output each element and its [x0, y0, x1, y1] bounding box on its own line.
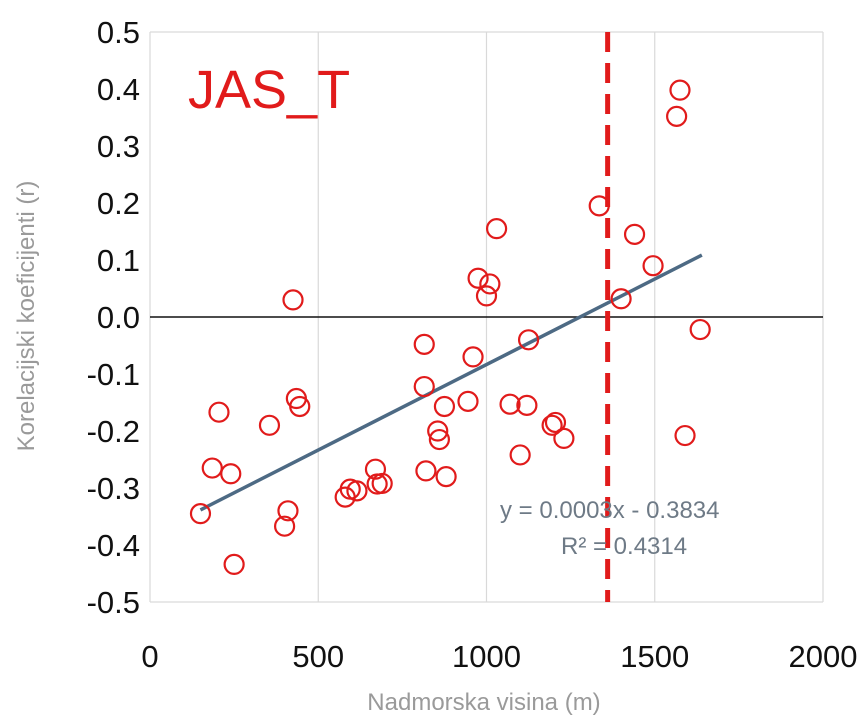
- data-point: [517, 329, 540, 351]
- trend-line: [199, 253, 703, 512]
- data-point: [467, 267, 489, 289]
- data-point: [435, 466, 457, 488]
- data-point: [475, 285, 498, 307]
- data-point: [588, 195, 610, 217]
- x-tick-label: 1000: [452, 639, 521, 674]
- y-axis-title: Korelacijski koeficijenti (r): [13, 181, 40, 452]
- y-tick-label: 0.1: [97, 243, 140, 278]
- data-point: [282, 289, 304, 311]
- data-point: [427, 420, 449, 442]
- data-point: [274, 515, 296, 537]
- y-tick-label: 0.0: [97, 300, 140, 335]
- y-tick-label: 0.5: [97, 15, 140, 50]
- tick-labels: 0.5 0.4 0.3 0.2 0.1 0.0 -0.1 -0.2 -0.3 -0.4 -0.50 5…: [87, 15, 858, 674]
- y-tick-label: 0.2: [97, 186, 140, 221]
- data-point: [346, 480, 368, 502]
- x-tick-label: 1500: [620, 639, 689, 674]
- data-point: [428, 428, 450, 451]
- data-point: [289, 395, 311, 418]
- x-axis-title: Nadmorska visina (m): [367, 689, 600, 716]
- y-tick-label: -0.4: [87, 528, 140, 563]
- data-point: [462, 346, 484, 368]
- data-point: [413, 375, 435, 398]
- data-point: [415, 460, 437, 482]
- data-point: [277, 500, 299, 522]
- trendline-r2: R² = 0.4314: [561, 533, 687, 560]
- data-point: [623, 223, 646, 245]
- data-point: [413, 333, 435, 355]
- data-point: [669, 79, 691, 101]
- data-point: [553, 427, 575, 450]
- y-tick-label: 0.3: [97, 129, 140, 164]
- data-point: [371, 472, 393, 495]
- data-point: [689, 318, 711, 341]
- data-point: [485, 218, 508, 240]
- data-points: [189, 79, 711, 575]
- data-point: [674, 424, 696, 447]
- data-point: [499, 393, 521, 415]
- data-point: [223, 553, 245, 575]
- chart-title: JAS_T: [188, 60, 350, 120]
- data-point: [544, 411, 567, 434]
- x-tick-label: 0: [141, 639, 158, 674]
- data-point: [433, 395, 456, 418]
- data-point: [208, 401, 230, 423]
- data-point: [541, 414, 563, 436]
- x-tick-label: 500: [292, 639, 344, 674]
- data-point: [666, 105, 688, 127]
- data-point: [220, 463, 242, 485]
- y-tick-label: -0.2: [87, 414, 140, 449]
- y-tick-label: -0.1: [87, 357, 140, 392]
- y-tick-label: -0.3: [87, 471, 140, 506]
- x-tick-label: 2000: [789, 639, 858, 674]
- y-tick-label: -0.5: [87, 585, 140, 620]
- data-point: [189, 503, 212, 525]
- y-tick-label: 0.4: [97, 72, 140, 107]
- trendline-equation: y = 0.0003x - 0.3834: [500, 497, 720, 524]
- data-point: [516, 394, 538, 416]
- data-point: [201, 457, 223, 479]
- data-point: [457, 390, 479, 412]
- data-point: [642, 255, 664, 277]
- data-point: [509, 444, 531, 466]
- data-point: [610, 288, 632, 310]
- data-point: [364, 458, 387, 480]
- data-point: [258, 414, 281, 436]
- data-point: [479, 273, 501, 295]
